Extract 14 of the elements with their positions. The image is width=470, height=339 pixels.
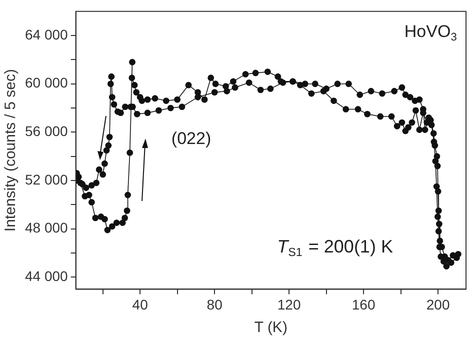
x-tick-label: 40 xyxy=(132,296,148,312)
x-tick-label: 120 xyxy=(277,296,301,312)
annotation: (022) xyxy=(171,128,212,148)
y-tick-label: 60 000 xyxy=(24,74,68,91)
y-tick-label: 44 000 xyxy=(24,268,68,284)
y-tick-label: 48 000 xyxy=(24,220,68,236)
x-tick-label: 200 xyxy=(426,296,450,312)
y-axis-title: Intensity (counts / 5 sec) xyxy=(2,69,20,232)
x-tick-label: 160 xyxy=(352,296,376,312)
y-tick-label: 56 000 xyxy=(24,123,68,140)
y-tick-label: 64 000 xyxy=(24,26,68,42)
y-tick-label: 52 000 xyxy=(24,171,68,188)
x-tick-label: 80 xyxy=(206,296,223,312)
x-axis-title: T (K) xyxy=(254,319,288,336)
